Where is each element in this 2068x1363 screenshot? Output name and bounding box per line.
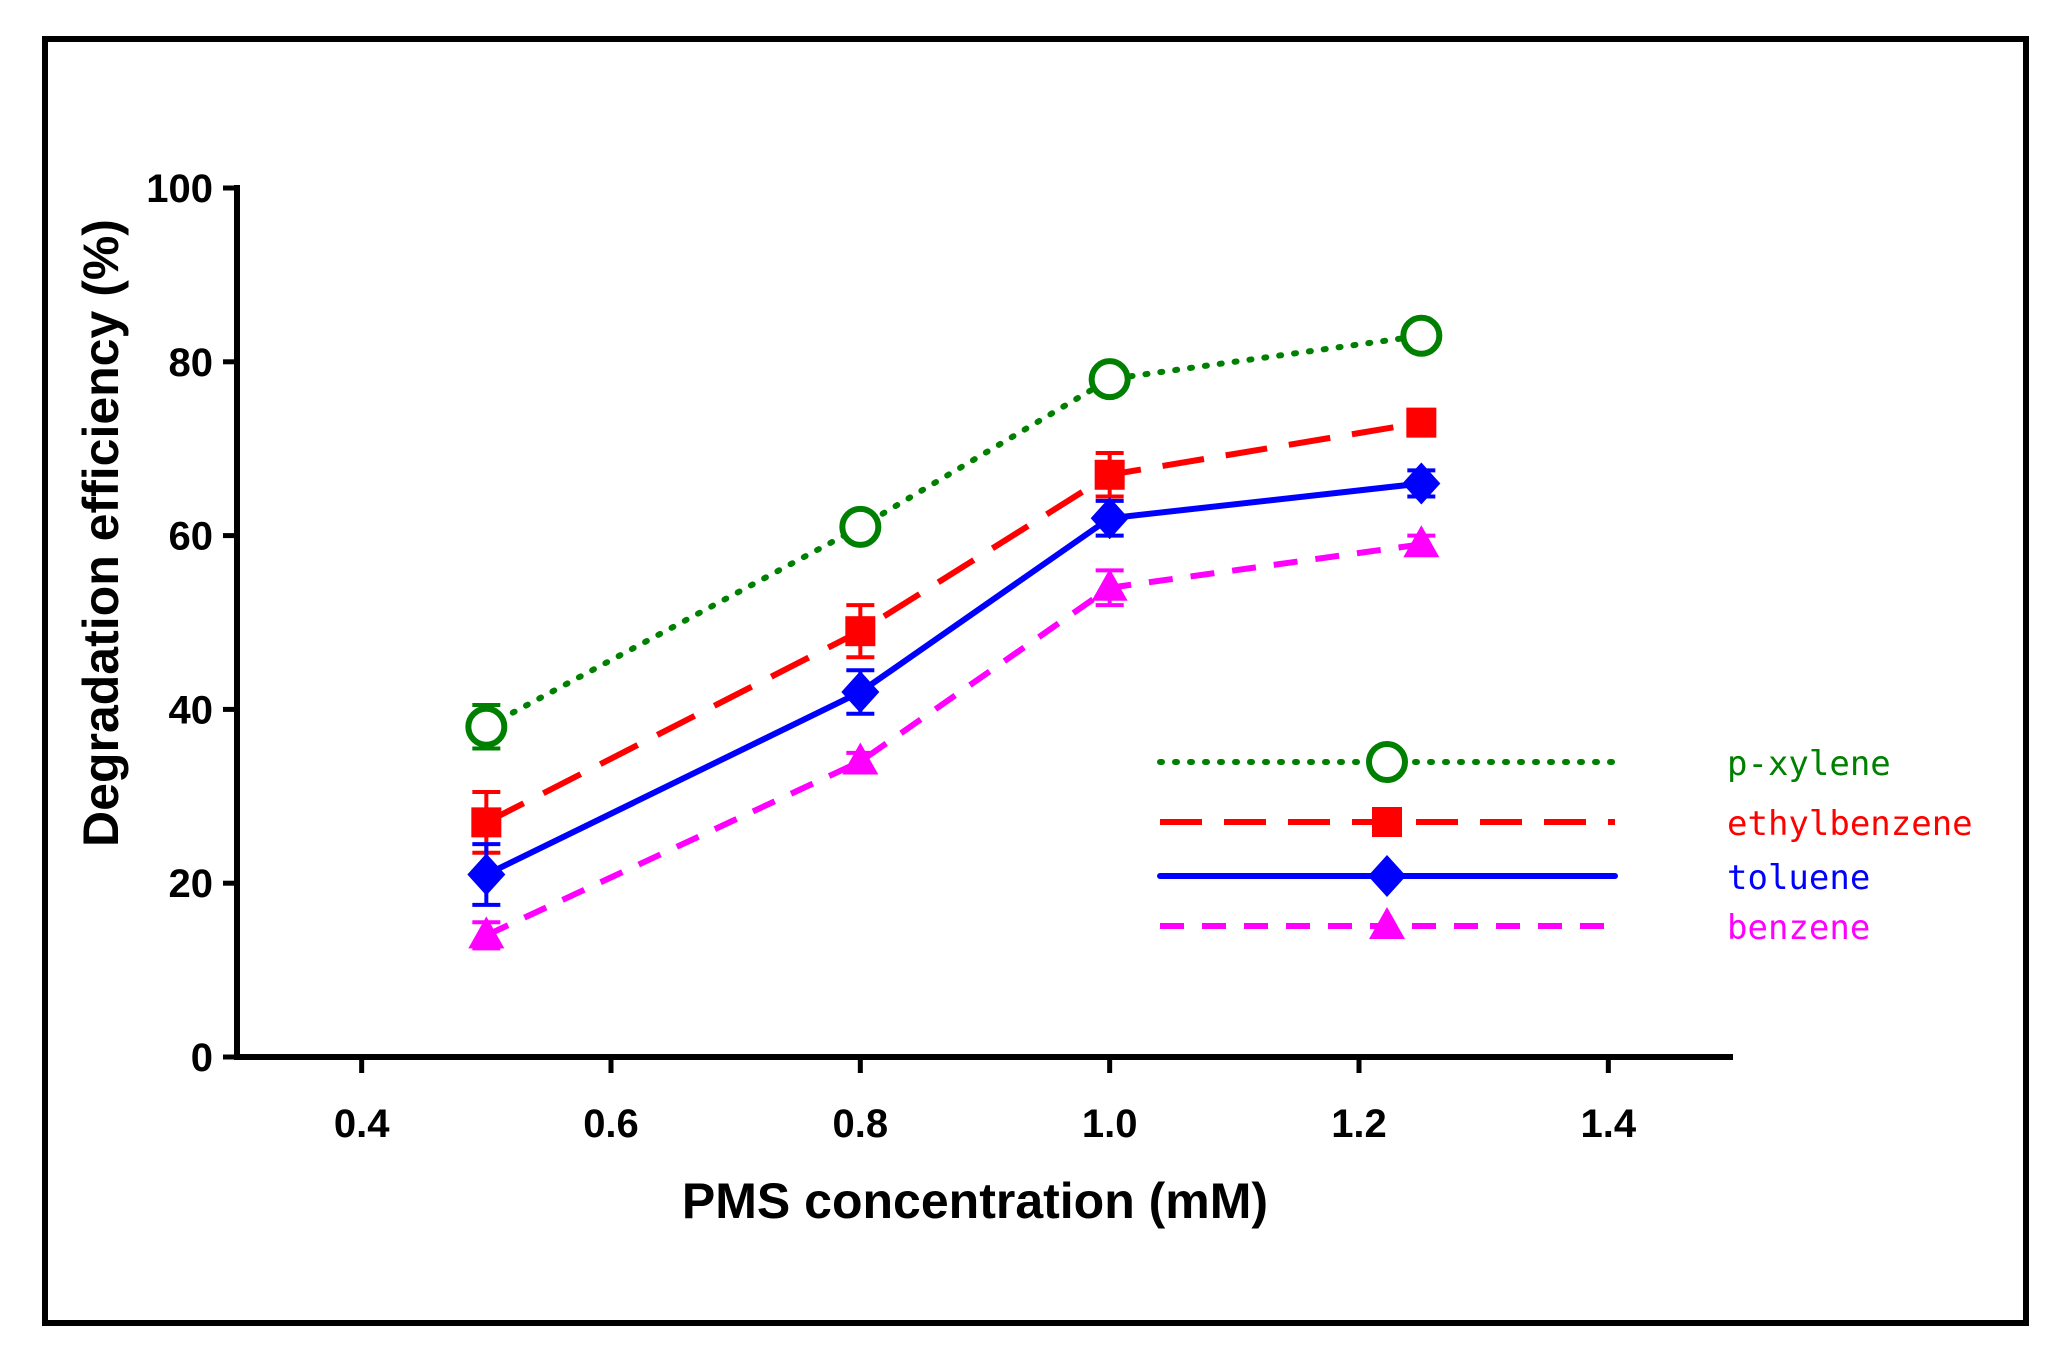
- data-point-benzene: [1403, 525, 1440, 558]
- data-point-benzene: [1091, 568, 1128, 601]
- data-point-ethylbenzene: [471, 807, 502, 838]
- series-p-xylene: [465, 314, 1443, 751]
- legend-marker-toluene: [1368, 855, 1406, 897]
- series-benzene: [468, 525, 1440, 951]
- y-tick-label: 80: [169, 341, 214, 385]
- legend-label-p-xylene: p-xylene: [1727, 744, 1891, 784]
- outer-frame: [42, 36, 2029, 1326]
- data-point-p-xylene: [1088, 358, 1131, 401]
- legend-marker-ethylbenzene: [1372, 807, 1402, 837]
- legend-item-ethylbenzene: ethylbenzene: [1160, 804, 1973, 844]
- y-tick-label: 20: [169, 862, 214, 906]
- legend-marker-p-xylene: [1366, 741, 1408, 783]
- legend-marker-benzene: [1369, 907, 1405, 939]
- data-point-p-xylene: [839, 505, 882, 548]
- data-point-toluene: [467, 853, 506, 896]
- legend-label-toluene: toluene: [1727, 858, 1870, 898]
- data-point-ethylbenzene: [1094, 459, 1125, 490]
- x-tick-label: 1.2: [1331, 1102, 1387, 1146]
- y-tick-label: 60: [169, 515, 214, 559]
- x-axis-label: PMS concentration (mM): [682, 1173, 1268, 1229]
- data-point-toluene: [841, 671, 880, 714]
- x-tick-label: 0.8: [833, 1102, 889, 1146]
- y-tick-label: 0: [191, 1036, 213, 1080]
- data-point-ethylbenzene: [1406, 407, 1437, 438]
- series-line-benzene: [485, 541, 1422, 939]
- y-tick-label: 40: [169, 688, 214, 732]
- x-tick-label: 0.6: [583, 1102, 639, 1146]
- data-point-toluene: [1402, 462, 1441, 505]
- data-point-toluene: [1090, 497, 1129, 540]
- y-tick-label: 100: [146, 167, 213, 211]
- series-line-ethylbenzene: [484, 419, 1422, 826]
- x-tick-label: 1.0: [1082, 1102, 1138, 1146]
- data-point-p-xylene: [1400, 314, 1443, 357]
- data-point-benzene: [842, 742, 879, 775]
- x-tick-label: 1.4: [1581, 1102, 1637, 1146]
- data-point-benzene: [468, 916, 505, 949]
- legend-label-benzene: benzene: [1727, 908, 1870, 948]
- series-toluene: [467, 462, 1441, 907]
- series-line-p-xylene: [483, 332, 1425, 730]
- data-point-ethylbenzene: [845, 616, 876, 647]
- series-line-toluene: [483, 480, 1425, 878]
- legend-item-toluene: toluene: [1157, 855, 1870, 898]
- x-tick-label: 0.4: [334, 1102, 390, 1146]
- legend-item-p-xylene: p-xylene: [1157, 741, 1891, 784]
- legend-label-ethylbenzene: ethylbenzene: [1727, 804, 1973, 844]
- data-point-p-xylene: [465, 705, 508, 748]
- y-axis-label: Degradation efficiency (%): [73, 219, 129, 847]
- legend-item-benzene: benzene: [1160, 907, 1870, 948]
